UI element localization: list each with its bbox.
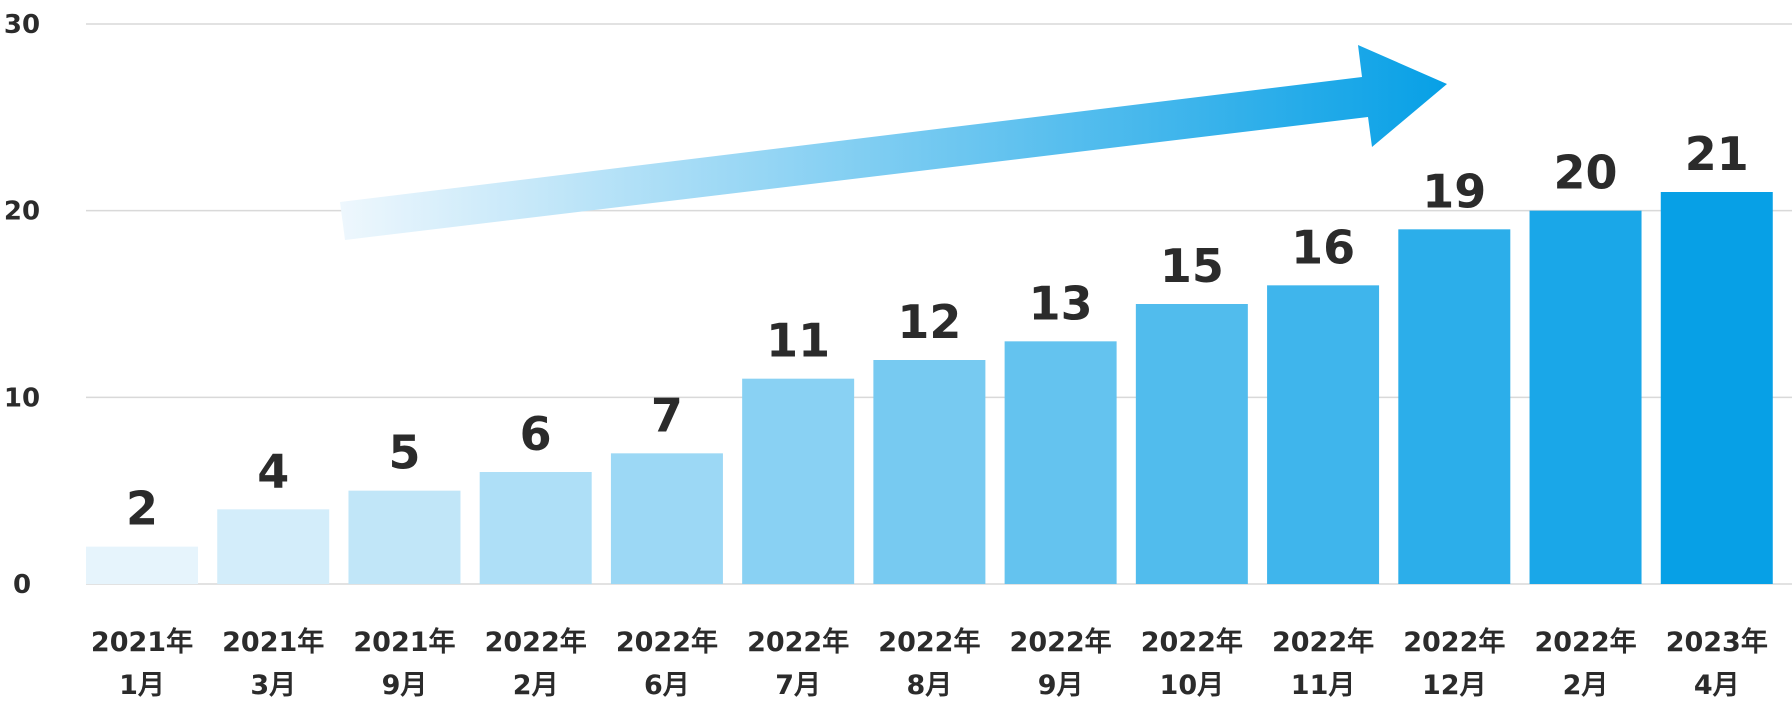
data-label: 20	[1554, 146, 1618, 200]
bar	[610, 453, 723, 584]
data-label: 6	[520, 407, 552, 461]
y-tick-label: 10	[4, 383, 40, 413]
x-tick-label-year: 2022年	[1272, 626, 1374, 658]
bar	[1267, 285, 1380, 584]
data-labels: 2 4 5 6 7 11 12 13 15 16 19 20 21	[126, 127, 1749, 536]
x-tick-label-year: 2021年	[222, 626, 324, 658]
data-label: 13	[1029, 276, 1093, 330]
x-tick-label-year: 2022年	[1010, 626, 1112, 658]
x-tick-label-month: 11月	[1291, 670, 1356, 701]
data-label: 19	[1422, 164, 1486, 218]
bar	[217, 509, 330, 584]
x-tick-label-year: 2022年	[878, 626, 980, 658]
x-tick-label-year: 2022年	[1141, 626, 1243, 658]
data-label: 12	[897, 295, 961, 349]
bar	[479, 472, 592, 584]
data-label: 11	[766, 314, 830, 368]
bar	[86, 546, 198, 584]
bar	[1398, 229, 1511, 585]
x-tick-label-month: 8月	[906, 670, 952, 701]
x-tick-label-month: 10月	[1160, 670, 1225, 701]
bars	[86, 192, 1773, 585]
y-tick-label: 30	[4, 10, 40, 40]
x-tick-label-month: 9月	[382, 670, 428, 701]
bar	[1529, 210, 1642, 584]
data-label: 16	[1291, 220, 1355, 274]
data-label: 21	[1685, 127, 1749, 181]
y-tick-label: 20	[4, 197, 40, 227]
bar	[873, 360, 986, 584]
x-tick-label-year: 2022年	[616, 626, 718, 658]
x-axis-labels: 2021年 1月 2021年 3月 2021年 9月 2022年 2月 2022年 6月 2022年…	[91, 626, 1768, 701]
bar	[1004, 341, 1117, 584]
x-tick-label-month: 2月	[513, 670, 559, 701]
bar	[742, 378, 855, 584]
x-tick-label-year: 2023年	[1666, 626, 1768, 658]
x-tick-label-month: 9月	[1038, 670, 1084, 701]
bar	[1135, 304, 1248, 584]
x-tick-label-year: 2022年	[1403, 626, 1505, 658]
data-label: 4	[257, 444, 289, 498]
x-tick-label-year: 2021年	[91, 626, 193, 658]
x-tick-label-year: 2021年	[353, 626, 455, 658]
x-tick-label-month: 12月	[1422, 670, 1487, 701]
x-tick-label-year: 2022年	[485, 626, 587, 658]
y-tick-label: 0	[13, 570, 31, 600]
trend-arrow-icon	[340, 45, 1447, 240]
x-tick-label-year: 2022年	[747, 626, 849, 658]
data-label: 5	[388, 426, 420, 480]
x-tick-label-month: 1月	[119, 670, 165, 701]
y-axis-ticks: 0 10 20 30	[4, 10, 40, 600]
x-tick-label-month: 7月	[775, 670, 821, 701]
x-tick-label-month: 6月	[644, 670, 690, 701]
bar	[1660, 192, 1773, 584]
x-tick-label-year: 2022年	[1534, 626, 1636, 658]
data-label: 2	[126, 482, 158, 536]
x-tick-label-month: 2月	[1563, 670, 1609, 701]
x-tick-label-month: 3月	[250, 670, 296, 701]
data-label: 15	[1160, 239, 1224, 293]
x-tick-label-month: 4月	[1694, 670, 1740, 701]
bar	[348, 490, 461, 584]
data-label: 7	[651, 388, 683, 442]
